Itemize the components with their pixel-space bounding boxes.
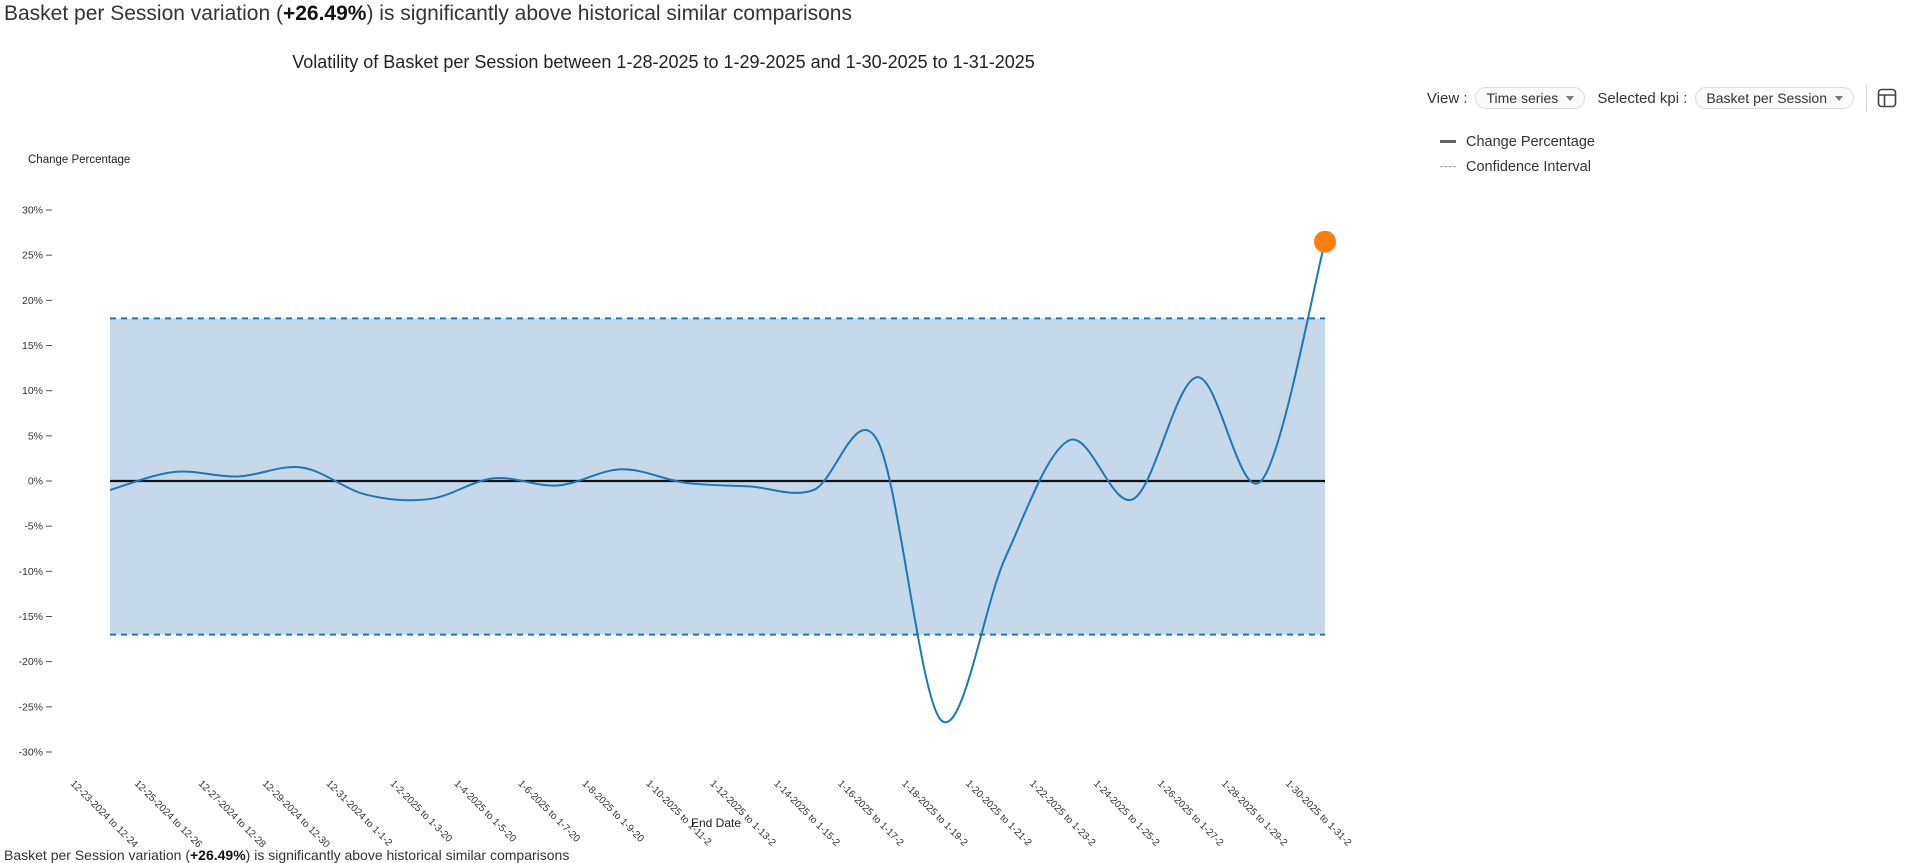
legend-change-label: Change Percentage — [1466, 133, 1595, 150]
headline-suffix: ) is significantly above historical simi… — [366, 2, 852, 25]
data-point — [619, 466, 625, 472]
view-select[interactable]: Time series — [1475, 87, 1586, 109]
y-tick-label: -10% — [18, 566, 43, 578]
x-tick-label: 1-20-2025 to 1-21-2 — [963, 778, 1034, 849]
data-point — [1002, 555, 1008, 561]
data-point — [363, 492, 369, 498]
data-point — [938, 717, 944, 723]
y-tick-label: 20% — [22, 295, 43, 307]
x-tick-label: 12-29-2024 to 12-30 — [260, 778, 332, 850]
chevron-down-icon — [1835, 95, 1843, 101]
legend-solid-swatch — [1440, 140, 1456, 143]
chart-legend: Change Percentage Confidence Interval — [1440, 129, 1595, 179]
data-point — [1130, 496, 1136, 502]
data-point — [1194, 374, 1200, 380]
data-point — [171, 469, 177, 475]
headline: Basket per Session variation (+26.49%) i… — [4, 2, 852, 26]
x-tick-label: 1-26-2025 to 1-27-2 — [1155, 778, 1226, 849]
data-point — [683, 480, 689, 486]
table-view-button[interactable] — [1875, 86, 1899, 110]
y-tick-label: 25% — [22, 250, 43, 262]
x-tick-label: 1-4-2025 to 1-5-20 — [452, 778, 519, 845]
data-point — [491, 475, 497, 481]
view-select-value: Time series — [1486, 90, 1559, 106]
legend-confidence-label: Confidence Interval — [1466, 158, 1591, 175]
highlight-point — [1314, 230, 1336, 253]
table-icon — [1877, 88, 1897, 108]
headline-prefix: Basket per Session variation ( — [4, 2, 283, 25]
chevron-down-icon — [1566, 95, 1575, 101]
y-tick-label: 0% — [28, 476, 43, 488]
data-point — [1066, 437, 1072, 443]
data-point — [1258, 478, 1264, 484]
data-point — [235, 473, 241, 479]
x-tick-label: 1-30-2025 to 1-31-2 — [1283, 778, 1354, 849]
data-point — [427, 496, 433, 502]
confidence-band — [110, 318, 1325, 635]
chart-controls: View : Time series Selected kpi : Basket… — [1427, 84, 1905, 112]
x-tick-label: 1-16-2025 to 1-17-2 — [835, 778, 906, 849]
y-tick-label: 5% — [28, 430, 43, 442]
y-tick-label: -20% — [18, 656, 43, 668]
change-percentage-line — [109, 241, 1326, 724]
legend-item-change[interactable]: Change Percentage — [1440, 129, 1595, 154]
data-point — [555, 483, 561, 489]
x-tick-label: 1-14-2025 to 1-15-2 — [771, 778, 842, 849]
data-point — [299, 464, 305, 470]
legend-item-confidence[interactable]: Confidence Interval — [1440, 154, 1595, 179]
data-point — [107, 487, 113, 493]
x-tick-label: 12-23-2024 to 12-24 — [68, 778, 140, 850]
footer-suffix: ) is significantly above historical simi… — [245, 847, 570, 863]
x-tick-label: 1-28-2025 to 1-29-2 — [1219, 778, 1290, 849]
controls-divider — [1866, 85, 1867, 111]
view-label: View : — [1426, 89, 1468, 107]
y-tick-label: -25% — [18, 701, 43, 713]
footer-value: +26.49% — [189, 847, 246, 863]
y-axis-title: Change Percentage — [28, 154, 130, 166]
data-point — [746, 483, 752, 489]
x-tick-label: 12-27-2024 to 12-28 — [196, 778, 268, 850]
chart-title: Volatility of Basket per Session between… — [292, 52, 1035, 72]
x-tick-label: 1-10-2025 to 1-11-2 — [643, 778, 713, 848]
x-tick-label: 1-24-2025 to 1-25-2 — [1091, 778, 1162, 849]
y-tick-label: -30% — [18, 747, 43, 759]
footer-prefix: Basket per Session variation ( — [4, 847, 190, 863]
x-axis-title: End Date — [691, 816, 741, 830]
y-tick-label: 10% — [22, 385, 43, 397]
x-tick-label: 12-25-2024 to 12-26 — [132, 778, 204, 850]
x-tick-label: 1-6-2025 to 1-7-20 — [516, 778, 583, 845]
y-tick-label: -15% — [18, 611, 43, 623]
headline-value: +26.49% — [282, 2, 367, 25]
kpi-select-value: Basket per Session — [1706, 90, 1827, 106]
footer-summary: Basket per Session variation (+26.49%) i… — [4, 848, 569, 862]
x-tick-label: 1-2-2025 to 1-3-20 — [388, 778, 455, 845]
y-tick-label: 15% — [22, 340, 43, 352]
kpi-label: Selected kpi : — [1597, 89, 1688, 107]
data-point — [810, 487, 816, 493]
x-tick-label: 1-22-2025 to 1-23-2 — [1027, 778, 1098, 849]
y-tick-label: 30% — [22, 205, 43, 217]
x-tick-label: 1-18-2025 to 1-19-2 — [899, 778, 970, 849]
y-tick-label: -5% — [24, 521, 43, 533]
x-tick-label: 1-12-2025 to 1-13-2 — [707, 778, 778, 849]
x-tick-label: 1-8-2025 to 1-9-20 — [579, 778, 646, 845]
legend-dashed-swatch — [1440, 166, 1456, 167]
x-tick-label: 12-31-2024 to 1-1-2 — [324, 778, 395, 849]
kpi-select[interactable]: Basket per Session — [1695, 87, 1854, 109]
data-point — [874, 437, 880, 443]
line-chart: 30% 25% 20% 15% 10% 5% 0% -5% -10% -15% -20% -25% -3… — [18, 154, 1353, 851]
